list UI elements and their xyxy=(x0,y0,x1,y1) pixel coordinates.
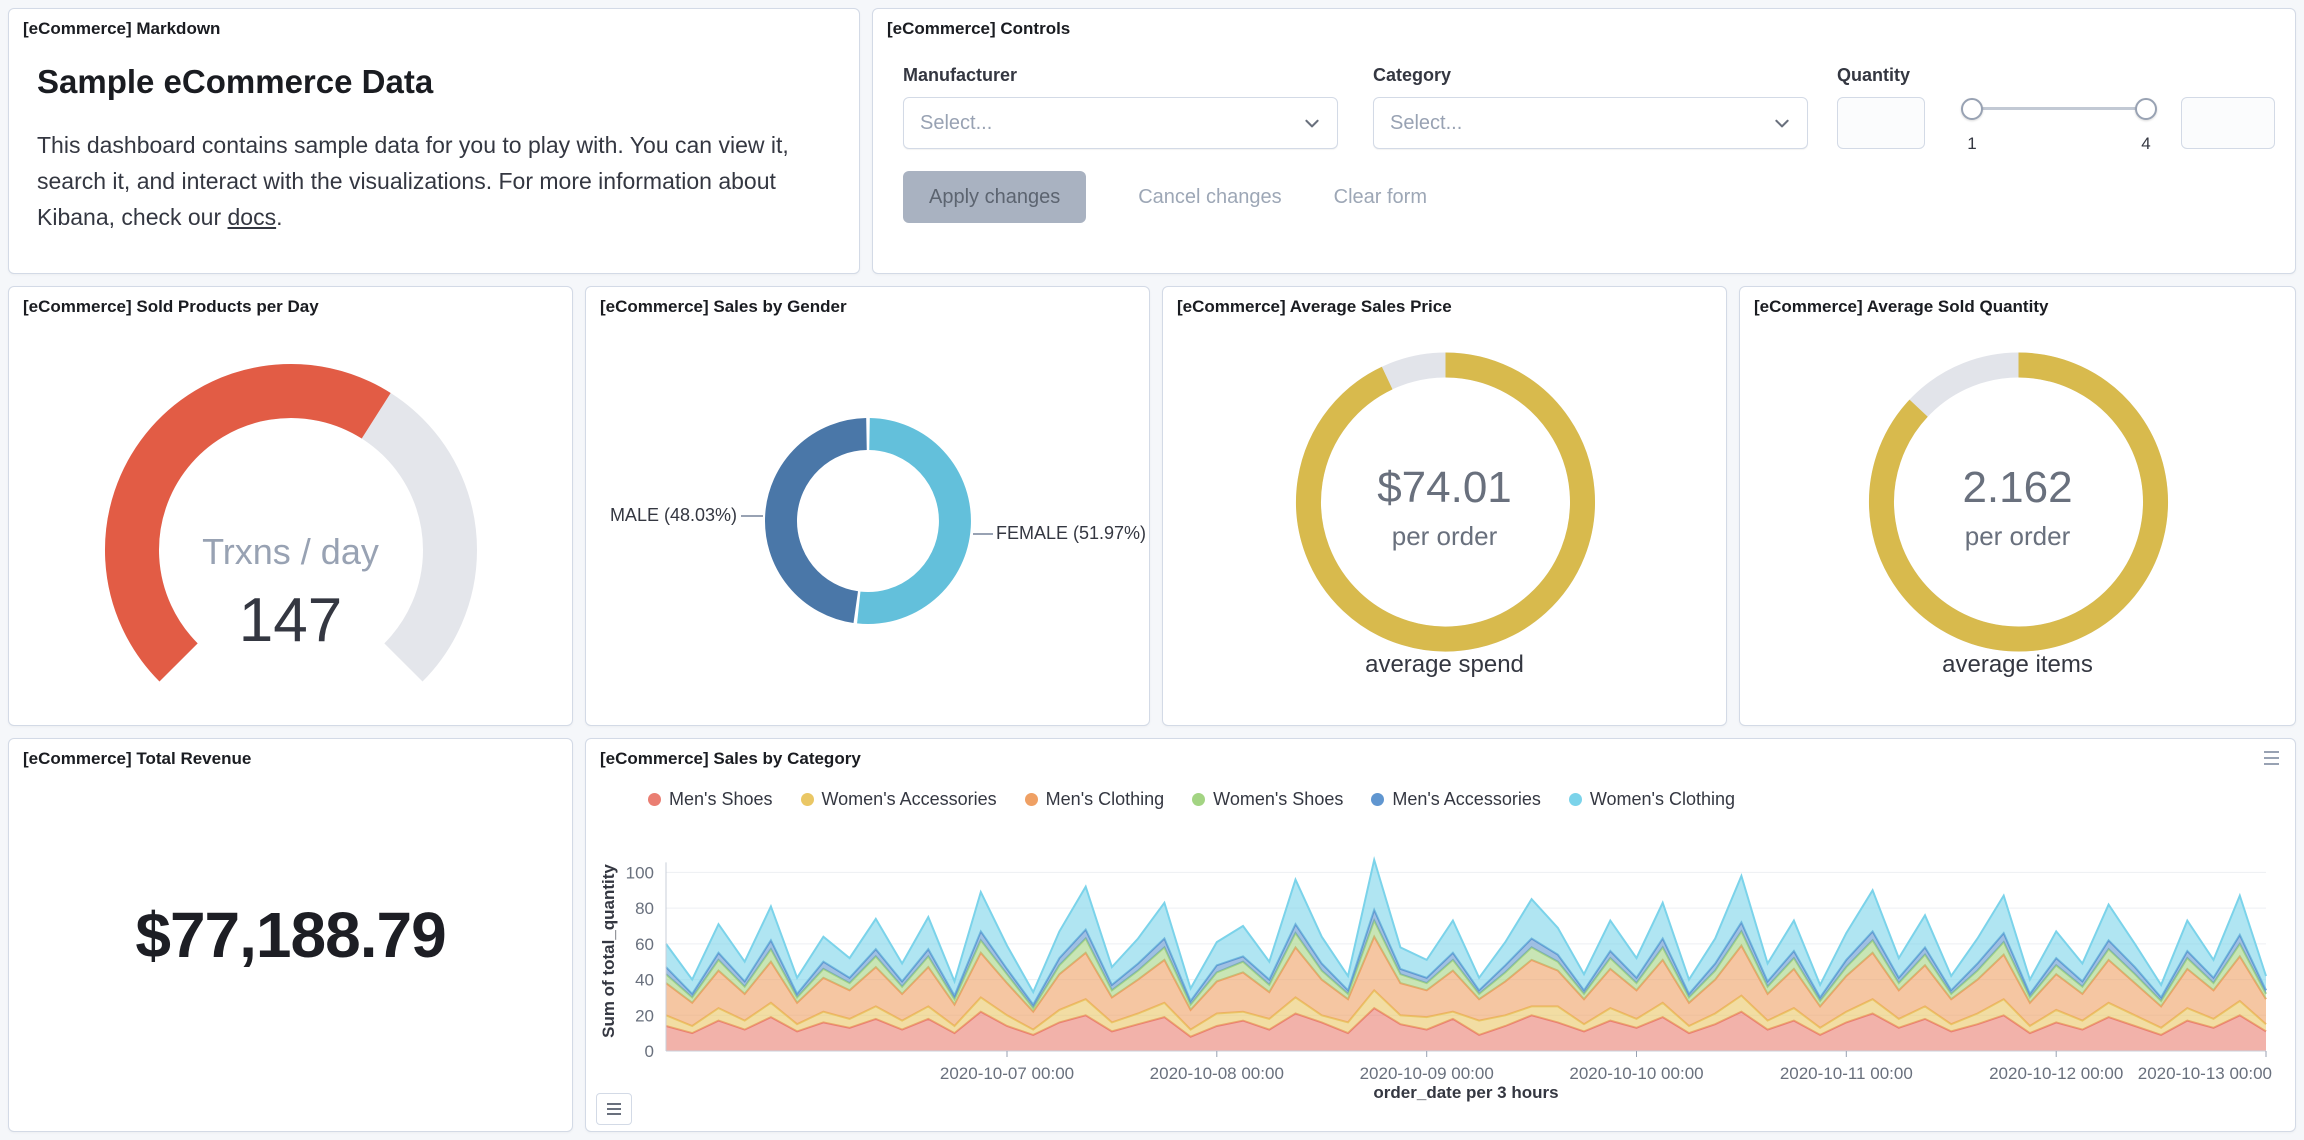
slider-min-handle[interactable] xyxy=(1961,98,1983,120)
svg-text:80: 80 xyxy=(635,899,654,918)
legend-label: Men's Accessories xyxy=(1392,789,1541,809)
goal-value: $74.01 xyxy=(1377,463,1512,512)
svg-text:40: 40 xyxy=(635,971,654,990)
svg-text:2020-10-12 00:00: 2020-10-12 00:00 xyxy=(1989,1064,2123,1083)
legend-label: Women's Accessories xyxy=(821,789,997,809)
legend-color-dot xyxy=(1568,793,1582,806)
chevron-down-icon xyxy=(1305,119,1319,128)
category-label: Category xyxy=(1373,65,1452,85)
svg-text:20: 20 xyxy=(635,1006,654,1025)
svg-text:60: 60 xyxy=(635,935,654,954)
category-select-placeholder: Select... xyxy=(1390,111,1463,134)
panel-options-icon[interactable] xyxy=(2257,751,2285,773)
gauge-label: Trxns / day xyxy=(202,531,379,572)
legend-toggle-icon[interactable] xyxy=(596,1093,632,1125)
legend-item[interactable]: Women's Shoes xyxy=(1192,789,1343,810)
legend-label: Women's Clothing xyxy=(1589,789,1736,809)
gender-chart[interactable] xyxy=(586,287,1150,726)
legend-color-dot xyxy=(800,793,814,806)
pie-label-female: FEMALE (51.97%) xyxy=(996,523,1147,543)
panel-markdown: [eCommerce] Markdown Sample eCommerce Da… xyxy=(8,8,860,274)
panel-total-revenue: [eCommerce] Total Revenue $77,188.79 xyxy=(8,738,573,1132)
menu-bars-icon xyxy=(2263,751,2279,753)
legend-item[interactable]: Men's Clothing xyxy=(1024,789,1165,810)
legend-color-dot xyxy=(648,793,661,806)
legend-item[interactable]: Men's Shoes xyxy=(648,789,773,810)
svg-text:2020-10-10 00:00: 2020-10-10 00:00 xyxy=(1569,1064,1703,1083)
panel-title: [eCommerce] Sales by Gender xyxy=(600,297,847,316)
chevron-down-icon xyxy=(1775,119,1789,128)
svg-text:2020-10-08 00:00: 2020-10-08 00:00 xyxy=(1150,1064,1284,1083)
legend-label: Men's Clothing xyxy=(1045,789,1165,809)
panel-sales-by-gender: [eCommerce] Sales by Gender MALE (48.03%… xyxy=(585,286,1150,726)
markdown-heading: Sample eCommerce Data xyxy=(37,63,434,100)
quantity-label: Quantity xyxy=(1837,65,1911,85)
pie-label-male: MALE (48.03%) xyxy=(609,505,737,525)
apply-changes-button[interactable]: Apply changes xyxy=(903,171,1087,223)
legend-color-dot xyxy=(1192,793,1206,806)
slider-max-handle[interactable] xyxy=(2135,98,2157,120)
svg-text:2020-10-13 00:00: 2020-10-13 00:00 xyxy=(2138,1064,2272,1083)
panel-sales-by-category: [eCommerce] Sales by Category 0 20 40 60 80 1… xyxy=(585,738,2296,1132)
markdown-body-text: This dashboard contains sample data for … xyxy=(37,132,789,230)
slider-min-value: 1 xyxy=(1967,134,1977,153)
manufacturer-select[interactable]: Select... xyxy=(903,97,1338,149)
goal-caption: average items xyxy=(1942,651,2093,678)
svg-text:2020-10-09 00:00: 2020-10-09 00:00 xyxy=(1360,1064,1494,1083)
svg-text:2020-10-11 00:00: 2020-10-11 00:00 xyxy=(1780,1064,1913,1083)
total-revenue-value: $77,188.79 xyxy=(135,899,446,971)
x-axis-title: order_date per 3 hours xyxy=(1373,1083,1559,1102)
list-icon xyxy=(607,1103,621,1105)
panel-title: [eCommerce] Sales by Category xyxy=(600,749,861,768)
pie-label-line xyxy=(973,533,993,535)
legend-color-dot xyxy=(1024,793,1038,806)
category-chart[interactable]: 0 20 40 60 80 100 2020-10-07 00:00 2020-10-08 0… xyxy=(586,739,2296,1132)
controls-button-row: Apply changes Cancel changes Clear form xyxy=(903,171,1427,223)
goal-value: 2.162 xyxy=(1962,463,2073,512)
quantity-max-input[interactable] xyxy=(2181,97,2275,149)
panel-sold-products-per-day: [eCommerce] Sold Products per Day Trxns … xyxy=(8,286,573,726)
cancel-changes-button[interactable]: Cancel changes xyxy=(1138,185,1282,208)
gauge-chart xyxy=(105,364,477,682)
clear-form-button[interactable]: Clear form xyxy=(1333,185,1427,208)
markdown-body-period: . xyxy=(276,204,283,230)
panel-title: [eCommerce] Average Sold Quantity xyxy=(1754,297,2049,316)
legend-color-dot xyxy=(1371,793,1385,806)
panel-title: [eCommerce] Total Revenue xyxy=(23,749,252,768)
pie-label-line xyxy=(741,515,763,517)
category-select[interactable]: Select... xyxy=(1373,97,1808,149)
quantity-range-slider: 1 4 xyxy=(1961,98,2157,158)
avg-qty-chart xyxy=(1869,352,2168,652)
panel-title: [eCommerce] Sold Products per Day xyxy=(23,297,319,316)
panel-average-sold-quantity: [eCommerce] Average Sold Quantity 2.162 … xyxy=(1739,286,2296,726)
legend-item[interactable]: Men's Accessories xyxy=(1371,789,1541,810)
y-axis-title: Sum of total_quantity xyxy=(599,864,618,1038)
panel-title: [eCommerce] Controls xyxy=(887,19,1071,38)
gauge-value: 147 xyxy=(238,586,343,655)
quantity-min-input[interactable] xyxy=(1837,97,1925,149)
legend-item[interactable]: Women's Accessories xyxy=(800,789,997,810)
docs-link[interactable]: docs xyxy=(227,204,277,230)
goal-sub-label: per order xyxy=(1391,521,1498,551)
panel-title: [eCommerce] Average Sales Price xyxy=(1177,297,1452,316)
svg-text:0: 0 xyxy=(645,1042,654,1061)
markdown-body: This dashboard contains sample data for … xyxy=(37,127,837,235)
goal-sub-label: per order xyxy=(1964,521,2071,551)
legend-item[interactable]: Women's Clothing xyxy=(1568,789,1736,810)
manufacturer-label: Manufacturer xyxy=(903,65,1018,85)
goal-caption: average spend xyxy=(1365,651,1524,678)
avg-price-chart xyxy=(1296,352,1595,652)
legend-label: Men's Shoes xyxy=(669,789,773,809)
slider-track[interactable] xyxy=(1972,107,2146,110)
panel-title: [eCommerce] Markdown xyxy=(23,19,221,38)
legend-label: Women's Shoes xyxy=(1213,789,1344,809)
slider-max-value: 4 xyxy=(2141,134,2151,153)
svg-text:100: 100 xyxy=(626,863,654,882)
panel-controls: [eCommerce] Controls Manufacturer Select… xyxy=(872,8,2296,274)
svg-text:2020-10-07 00:00: 2020-10-07 00:00 xyxy=(940,1064,1074,1083)
panel-average-sales-price: [eCommerce] Average Sales Price $74.01 p… xyxy=(1162,286,1727,726)
manufacturer-select-placeholder: Select... xyxy=(920,111,993,134)
category-legend: Men's Shoes Women's Accessories Men's Clot… xyxy=(648,789,2271,810)
